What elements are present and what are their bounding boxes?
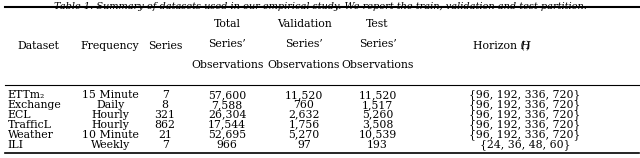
Text: Dataset: Dataset	[17, 41, 60, 51]
Text: Series: Series	[148, 41, 182, 51]
Text: Horizon (: Horizon (	[473, 41, 525, 51]
Text: {96, 192, 336, 720}: {96, 192, 336, 720}	[469, 89, 580, 100]
Text: ): )	[525, 41, 529, 51]
Text: 862: 862	[155, 120, 175, 130]
Text: ECL: ECL	[8, 110, 31, 120]
Text: 8: 8	[162, 100, 168, 110]
Text: 7: 7	[162, 140, 168, 150]
Text: TrafficL: TrafficL	[8, 120, 52, 130]
Text: Observations: Observations	[341, 60, 414, 70]
Text: Observations: Observations	[268, 60, 340, 70]
Text: Table 1. Summary of datasets used in our empirical study. We report the train, v: Table 1. Summary of datasets used in our…	[54, 2, 586, 11]
Text: 11,520: 11,520	[358, 90, 397, 100]
Text: ILI: ILI	[8, 140, 24, 150]
Text: 10 Minute: 10 Minute	[82, 130, 138, 140]
Text: 57,600: 57,600	[208, 90, 246, 100]
Text: Frequency: Frequency	[81, 41, 140, 51]
Text: H: H	[520, 41, 529, 51]
Text: 193: 193	[367, 140, 388, 150]
Text: 966: 966	[217, 140, 237, 150]
Text: Observations: Observations	[191, 60, 264, 70]
Text: Hourly: Hourly	[91, 110, 129, 120]
Text: 5,260: 5,260	[362, 110, 394, 120]
Text: 5,270: 5,270	[289, 130, 319, 140]
Text: Series’: Series’	[285, 39, 323, 49]
Text: 1,517: 1,517	[362, 100, 393, 110]
Text: {96, 192, 336, 720}: {96, 192, 336, 720}	[469, 109, 580, 120]
Text: ETTm₂: ETTm₂	[8, 90, 45, 100]
Text: 26,304: 26,304	[208, 110, 246, 120]
Text: {24, 36, 48, 60}: {24, 36, 48, 60}	[479, 139, 570, 150]
Text: 17,544: 17,544	[208, 120, 246, 130]
Text: 3,508: 3,508	[362, 120, 394, 130]
Text: 10,539: 10,539	[358, 130, 397, 140]
Text: 21: 21	[158, 130, 172, 140]
Text: Total: Total	[214, 19, 241, 29]
Text: Series’: Series’	[359, 39, 396, 49]
Text: 2,632: 2,632	[288, 110, 320, 120]
Text: 7,588: 7,588	[212, 100, 243, 110]
Text: Hourly: Hourly	[91, 120, 129, 130]
Text: 97: 97	[297, 140, 311, 150]
Text: {96, 192, 336, 720}: {96, 192, 336, 720}	[469, 129, 580, 140]
Text: Exchange: Exchange	[8, 100, 61, 110]
Text: 760: 760	[294, 100, 314, 110]
Text: Test: Test	[366, 19, 389, 29]
Text: 11,520: 11,520	[285, 90, 323, 100]
Text: 52,695: 52,695	[208, 130, 246, 140]
Text: Weather: Weather	[8, 130, 54, 140]
Text: {96, 192, 336, 720}: {96, 192, 336, 720}	[469, 119, 580, 130]
Text: Series’: Series’	[209, 39, 246, 49]
Text: Daily: Daily	[96, 100, 124, 110]
Text: 1,756: 1,756	[289, 120, 319, 130]
Text: Validation: Validation	[276, 19, 332, 29]
Text: 7: 7	[162, 90, 168, 100]
Text: 321: 321	[155, 110, 175, 120]
Text: 15 Minute: 15 Minute	[82, 90, 138, 100]
Text: Weekly: Weekly	[90, 140, 130, 150]
Text: {96, 192, 336, 720}: {96, 192, 336, 720}	[469, 99, 580, 110]
